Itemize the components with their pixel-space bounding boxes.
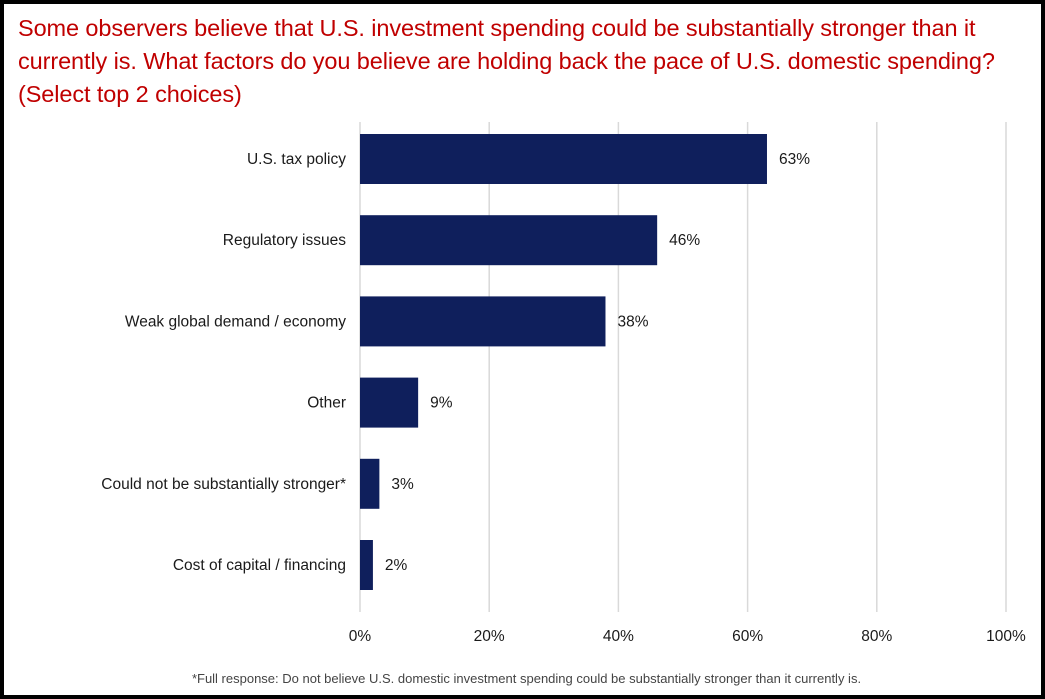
x-tick-label-0: 0%	[349, 628, 372, 645]
category-label-1: Regulatory issues	[223, 232, 346, 249]
data-label-5: 2%	[385, 557, 408, 574]
x-tick-label-40: 40%	[603, 628, 634, 645]
chart-footnote: *Full response: Do not believe U.S. dome…	[191, 671, 862, 686]
data-label-0: 63%	[779, 151, 810, 168]
category-label-5: Cost of capital / financing	[173, 557, 346, 574]
bar-4	[360, 458, 380, 509]
bar-1	[360, 215, 658, 266]
x-tick-label-20: 20%	[474, 628, 505, 645]
data-label-1: 46%	[669, 232, 700, 249]
category-label-4: Could not be substantially stronger*	[101, 476, 346, 493]
category-label-2: Weak global demand / economy	[125, 313, 346, 330]
bar-chart: U.S. tax policy 63% Regulatory issues 46% We…	[101, 122, 1026, 645]
chart-title: Some observers believe that U.S. investm…	[18, 15, 995, 107]
bar-3	[360, 377, 419, 428]
bar-5	[360, 540, 373, 590]
data-label-3: 9%	[430, 395, 453, 412]
bar-0	[360, 134, 767, 184]
x-tick-label-100: 100%	[986, 628, 1026, 645]
x-tick-label-80: 80%	[861, 628, 892, 645]
data-label-4: 3%	[391, 476, 414, 493]
category-label-3: Other	[307, 395, 346, 412]
x-tick-label-60: 60%	[732, 628, 763, 645]
category-label-0: U.S. tax policy	[247, 151, 346, 168]
bar-2	[360, 296, 606, 347]
data-label-2: 38%	[617, 313, 648, 330]
